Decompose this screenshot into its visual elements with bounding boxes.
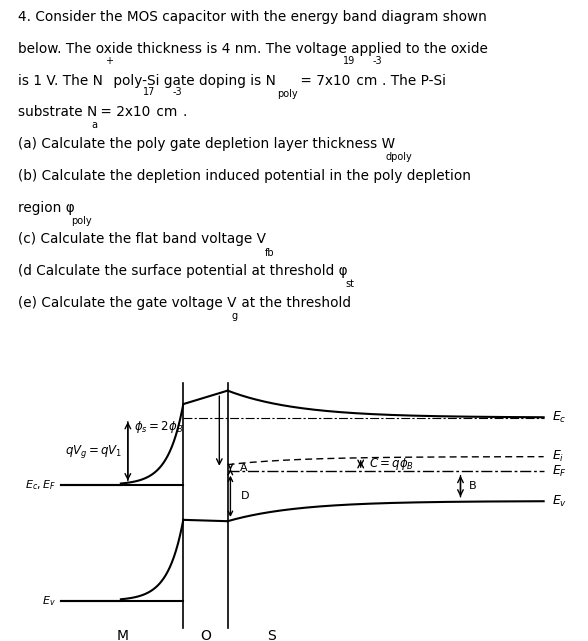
Text: 17: 17 — [143, 87, 155, 97]
Text: g: g — [232, 311, 238, 321]
Text: $\phi_s = 2\phi_B$: $\phi_s = 2\phi_B$ — [133, 419, 183, 435]
Text: (c) Calculate the flat band voltage V: (c) Calculate the flat band voltage V — [18, 233, 266, 247]
Text: region φ: region φ — [18, 201, 74, 215]
Text: $E_c$: $E_c$ — [552, 410, 567, 425]
Text: 19: 19 — [343, 56, 355, 65]
Text: $E_v$: $E_v$ — [42, 594, 56, 608]
Text: cm: cm — [352, 74, 377, 88]
Text: st: st — [346, 279, 355, 289]
Text: = 2x10: = 2x10 — [96, 105, 150, 119]
Text: (a) Calculate the poly gate depletion layer thickness W: (a) Calculate the poly gate depletion la… — [18, 137, 395, 151]
Text: dpoly: dpoly — [386, 152, 412, 162]
Text: substrate N: substrate N — [18, 105, 97, 119]
Text: at the threshold: at the threshold — [236, 296, 350, 310]
Text: cm: cm — [152, 105, 178, 119]
Text: (e) Calculate the gate voltage V: (e) Calculate the gate voltage V — [18, 296, 236, 310]
Text: $C = q\phi_B$: $C = q\phi_B$ — [369, 456, 414, 472]
Text: D: D — [240, 491, 249, 501]
Text: $E_i$: $E_i$ — [552, 449, 564, 464]
Text: $qV_g = qV_1$: $qV_g = qV_1$ — [65, 443, 122, 460]
Text: poly: poly — [71, 216, 92, 226]
Text: B: B — [469, 481, 476, 491]
Text: $E_F$: $E_F$ — [552, 464, 567, 479]
Text: = 7x10: = 7x10 — [296, 74, 350, 88]
Text: O: O — [200, 629, 211, 641]
Text: S: S — [268, 629, 276, 641]
Text: -3: -3 — [172, 87, 182, 97]
Text: (b) Calculate the depletion induced potential in the poly depletion: (b) Calculate the depletion induced pote… — [18, 169, 470, 183]
Text: A: A — [240, 463, 248, 473]
Text: is 1 V. The N: is 1 V. The N — [18, 74, 102, 88]
Text: -3: -3 — [372, 56, 382, 65]
Text: $E_c, E_F$: $E_c, E_F$ — [25, 478, 56, 492]
Text: M: M — [116, 629, 128, 641]
Text: . The P-Si: . The P-Si — [382, 74, 446, 88]
Text: +: + — [105, 56, 112, 65]
Text: 4. Consider the MOS capacitor with the energy band diagram shown: 4. Consider the MOS capacitor with the e… — [18, 10, 486, 24]
Text: a: a — [91, 121, 97, 130]
Text: .: . — [182, 105, 186, 119]
Text: fb: fb — [265, 247, 275, 258]
Text: poly: poly — [277, 88, 298, 99]
Text: poly-Si gate doping is N: poly-Si gate doping is N — [109, 74, 276, 88]
Text: below. The oxide thickness is 4 nm. The voltage applied to the oxide: below. The oxide thickness is 4 nm. The … — [18, 42, 487, 56]
Text: $E_v$: $E_v$ — [552, 494, 567, 508]
Text: (d Calculate the surface potential at threshold φ: (d Calculate the surface potential at th… — [18, 264, 347, 278]
